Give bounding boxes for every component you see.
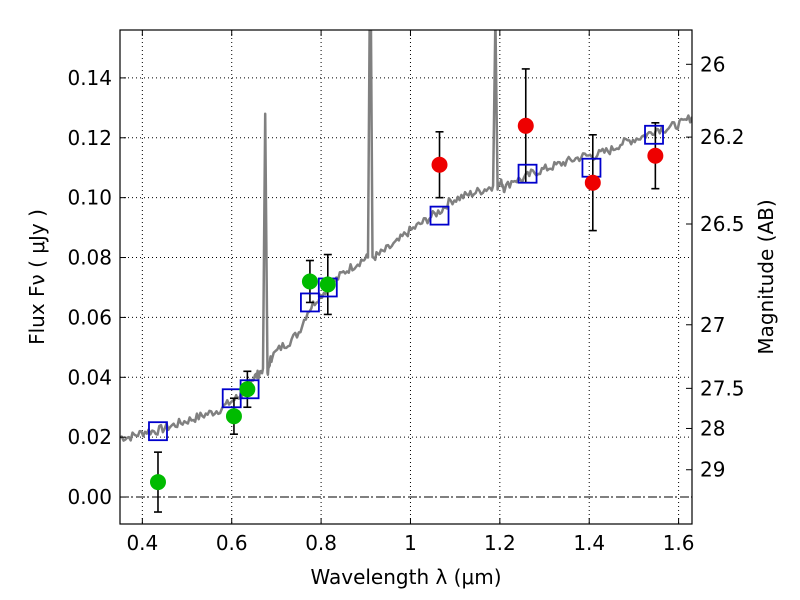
- model-box-marker: [429, 205, 450, 226]
- green-data-point: [149, 474, 166, 491]
- green-data-point: [319, 276, 336, 293]
- right-tick-label: 29: [700, 458, 725, 482]
- model-box-marker: [644, 124, 664, 145]
- model-box-marker: [581, 157, 602, 178]
- x-tick-label: 1.6: [663, 531, 695, 555]
- right-magnitude-axis-ticks: 26 26.2 26.5 27 27.5 28 29: [686, 52, 745, 482]
- right-tick-label: 27: [700, 313, 725, 337]
- green-data-point: [239, 381, 256, 398]
- y-tick-label: 0.12: [67, 126, 112, 150]
- x-axis-ticks: 0.4 0.6 0.8 1 1.2 1.4 1.6: [126, 30, 695, 555]
- right-tick-label: 26: [700, 52, 725, 76]
- model-spectrum-line: [120, 30, 692, 442]
- x-axis-title: Wavelength λ (μm): [310, 565, 501, 589]
- y-tick-label: 0.14: [67, 66, 112, 90]
- right-tick-label: 26.5: [700, 212, 745, 236]
- model-photometry-boxes: [148, 124, 664, 442]
- y-tick-label: 0.08: [67, 246, 112, 270]
- y-tick-label: 0.02: [67, 425, 112, 449]
- y-tick-label: 0.10: [67, 186, 112, 210]
- red-data-point: [517, 117, 534, 134]
- y-tick-label: 0.06: [67, 305, 112, 329]
- x-tick-label: 1.4: [573, 531, 605, 555]
- red-data-point: [647, 147, 664, 164]
- green-data-point: [225, 408, 242, 425]
- model-box-marker: [300, 292, 320, 313]
- plot-frame: [119, 29, 693, 525]
- right-tick-label: 27.5: [700, 376, 745, 400]
- right-axis-title: Magnitude (AB): [754, 199, 778, 354]
- model-box-marker: [148, 421, 168, 442]
- y-tick-label: 0.04: [67, 365, 112, 389]
- error-bars: [153, 68, 660, 513]
- model-box-marker: [517, 163, 538, 184]
- y-axis-title: Flux Fν ( μJy ): [25, 209, 49, 345]
- x-tick-label: 1.2: [484, 531, 516, 555]
- x-tick-label: 1: [404, 531, 417, 555]
- x-tick-label: 0.8: [305, 531, 337, 555]
- x-tick-label: 0.4: [126, 531, 158, 555]
- observed-photometry-points: [149, 117, 664, 491]
- red-data-point: [431, 156, 448, 173]
- red-data-point: [584, 174, 601, 191]
- y-axis-ticks: 0.00 0.02 0.04 0.06 0.08 0.10 0.12 0.14: [67, 66, 126, 509]
- x-tick-label: 0.6: [216, 531, 248, 555]
- y-tick-label: 0.00: [67, 485, 112, 509]
- green-data-point: [301, 273, 318, 290]
- grid-lines: [120, 30, 692, 524]
- right-tick-label: 28: [700, 416, 725, 440]
- right-tick-label: 26.2: [700, 125, 745, 149]
